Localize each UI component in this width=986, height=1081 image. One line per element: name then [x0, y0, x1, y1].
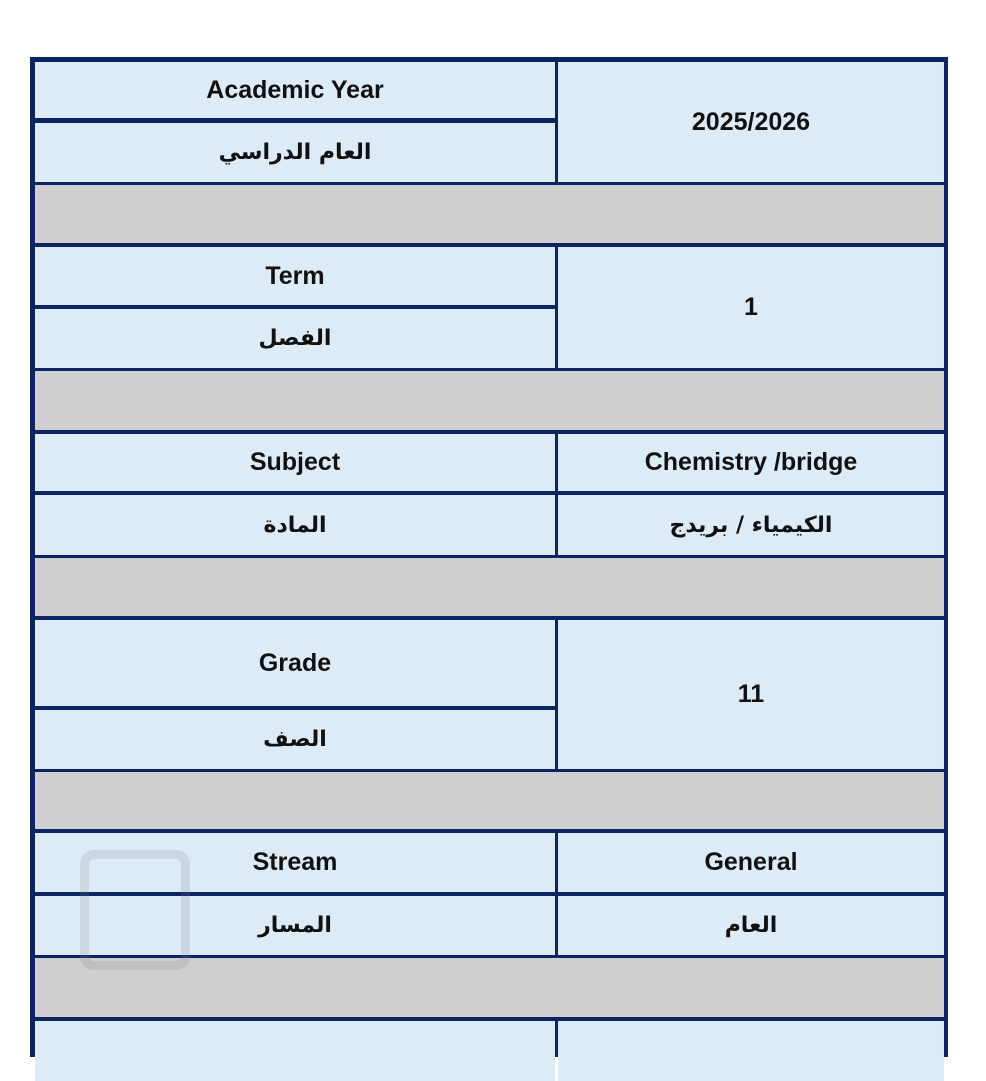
- stream-label-en: Stream: [35, 833, 555, 892]
- subject-label-ar: المادة: [35, 495, 555, 555]
- stream-value-ar: العام: [558, 896, 944, 955]
- grade-label-ar: الصف: [35, 710, 555, 769]
- separator-row: [35, 371, 944, 430]
- subject-value-ar: الكيمياء / بريدج: [558, 495, 944, 555]
- separator-row: [35, 958, 944, 1017]
- subject-label-en: Subject: [35, 434, 555, 491]
- separator-row: [35, 185, 944, 243]
- academic-year-value: 2025/2026: [558, 62, 944, 182]
- term-value: 1: [558, 247, 944, 368]
- term-label-en: Term: [35, 247, 555, 305]
- grade-value: 11: [558, 620, 944, 769]
- separator-row: [35, 772, 944, 829]
- stream-label-ar: المسار: [35, 896, 555, 955]
- next-row-value: [558, 1021, 944, 1081]
- academic-year-label-ar: العام الدراسي: [35, 123, 555, 182]
- subject-value-en: Chemistry /bridge: [558, 434, 944, 491]
- academic-year-label-en: Academic Year: [35, 62, 555, 118]
- next-row-label: [35, 1021, 555, 1081]
- term-label-ar: الفصل: [35, 309, 555, 368]
- stream-value-en: General: [558, 833, 944, 892]
- info-table: Academic Year العام الدراسي 2025/2026 Te…: [30, 57, 948, 1081]
- grade-label-en: Grade: [35, 620, 555, 706]
- separator-row: [35, 558, 944, 616]
